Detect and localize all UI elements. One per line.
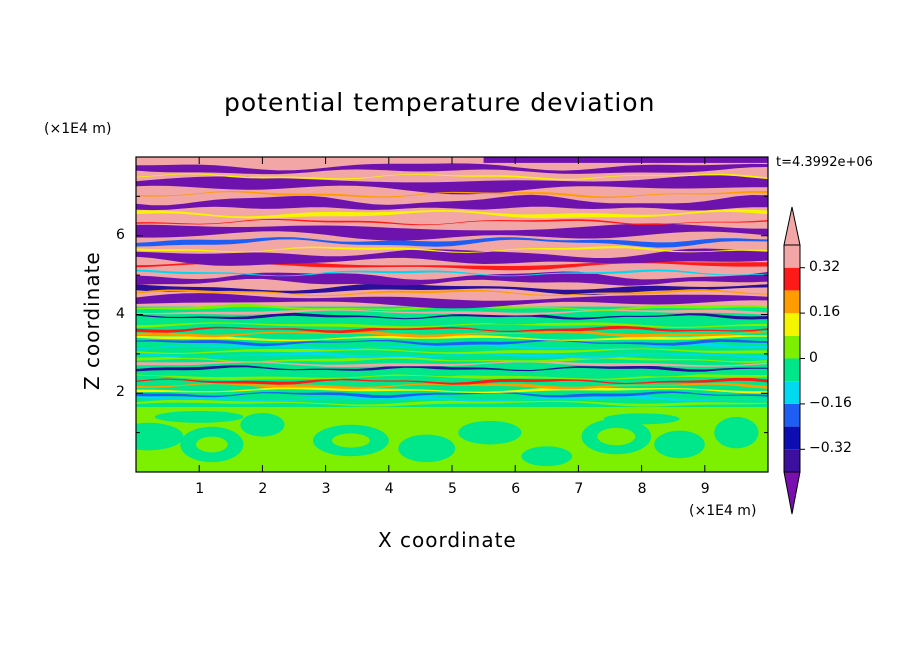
- x-tick-label: 8: [637, 481, 647, 497]
- contour-band: [136, 343, 768, 350]
- contour-band: [136, 218, 768, 226]
- contour-band: [136, 331, 768, 338]
- colorbar-tick-label: 0.32: [809, 258, 841, 275]
- x-tick-label: 4: [384, 481, 394, 497]
- colorbar-segment: [784, 449, 800, 472]
- chart-title: potential temperature deviation: [224, 88, 656, 117]
- contour-blob: [597, 427, 636, 446]
- colorbar-segment: [784, 267, 800, 291]
- colorbar-segment: [784, 426, 800, 450]
- colorbar-tick-label: −0.32: [809, 440, 852, 457]
- contour-band: [136, 335, 768, 342]
- x-tick-label: 6: [511, 481, 521, 497]
- contour-band: [136, 163, 768, 175]
- contour-band: [136, 209, 768, 219]
- contour-band: [136, 386, 768, 394]
- axis-ticks: [136, 157, 768, 472]
- contour-band: [136, 173, 768, 181]
- x-tick-label: 2: [258, 481, 268, 497]
- colorbar-tick-label: −0.16: [809, 394, 852, 411]
- contour-blob: [196, 436, 228, 453]
- x-tick-label: 5: [448, 481, 457, 497]
- contour-band: [136, 351, 768, 360]
- contour-blob: [398, 434, 456, 463]
- contour-band: [136, 271, 768, 286]
- colorbar-segment: [784, 313, 800, 336]
- contour-blob: [136, 422, 184, 451]
- colorbar-segment: [784, 335, 800, 359]
- contour-band: [136, 304, 768, 311]
- x-tick-label: 1: [195, 481, 205, 497]
- colorbar: [783, 206, 805, 515]
- contour-band: [136, 248, 768, 266]
- y-tick-label: 6: [116, 226, 125, 243]
- contour-band: [136, 361, 768, 367]
- contour-blob: [154, 410, 244, 423]
- colorbar-segment: [784, 403, 800, 427]
- contour-blob: [714, 416, 759, 449]
- contour-band: [136, 190, 768, 198]
- contour-field: [136, 157, 768, 472]
- x-axis-label: X coordinate: [378, 528, 517, 552]
- x-tick-label: 3: [321, 481, 331, 497]
- contour-band: [136, 246, 768, 253]
- y-axis-unit: (×1E4 m): [44, 121, 112, 137]
- contour-band: [136, 223, 768, 241]
- colorbar-extend-min: [783, 471, 801, 515]
- contour-band: [136, 322, 768, 329]
- colorbar-tick-label: 0.16: [809, 304, 841, 321]
- contour-band: [136, 377, 768, 385]
- contour-band: [136, 283, 768, 295]
- contour-band: [136, 373, 768, 380]
- contour-band: [136, 293, 768, 309]
- contour-band: [136, 395, 768, 402]
- contour-band: [136, 348, 768, 354]
- contour-blob: [521, 446, 573, 467]
- time-label: t=4.3992e+06: [776, 155, 873, 170]
- x-axis-unit: (×1E4 m): [689, 503, 757, 519]
- y-tick-label: 2: [116, 384, 125, 401]
- contour-band: [136, 399, 768, 407]
- contour-band: [136, 391, 768, 399]
- colorbar-segment: [784, 290, 800, 314]
- contour-blob: [331, 433, 370, 448]
- y-axis-label: Z coordinate: [80, 251, 104, 390]
- contour-band: [483, 157, 768, 163]
- contour-band: [136, 237, 768, 248]
- contour-blob: [458, 420, 522, 445]
- contour-blob: [654, 430, 705, 459]
- contour-band: [136, 289, 768, 297]
- y-tick-label: 4: [116, 305, 125, 322]
- contour-band: [136, 364, 768, 372]
- contour-band: [136, 369, 768, 377]
- contour-blob: [603, 413, 680, 425]
- contour-band: [136, 194, 768, 211]
- contour-band: [136, 175, 768, 195]
- contour-blob: [240, 412, 285, 437]
- contour-band: [136, 317, 768, 325]
- colorbar-segment: [784, 358, 800, 382]
- contour-band: [136, 325, 768, 334]
- x-tick-label: 7: [574, 481, 584, 497]
- contour-band: [136, 312, 768, 320]
- colorbar-segment: [784, 381, 800, 404]
- contour-band: [136, 339, 768, 347]
- colorbar-segment: [784, 245, 800, 268]
- colorbar-tick-label: 0: [809, 349, 818, 366]
- x-tick-label: 9: [700, 481, 710, 497]
- colorbar-extend-max: [783, 206, 801, 246]
